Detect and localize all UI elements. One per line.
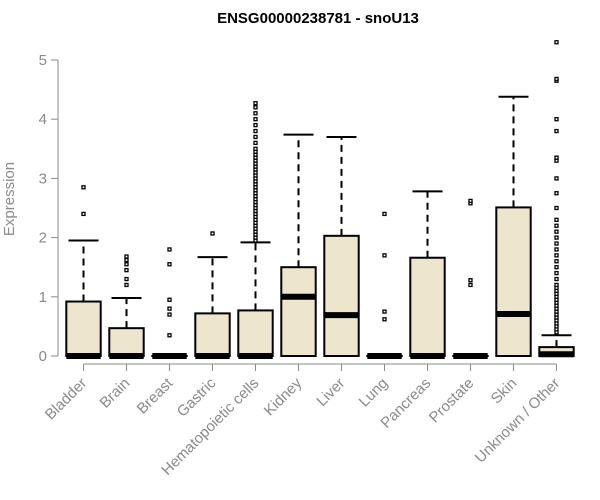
outlier-point bbox=[554, 265, 559, 270]
outlier-point bbox=[554, 235, 559, 240]
outlier-point bbox=[554, 128, 559, 134]
outlier-point bbox=[253, 105, 258, 110]
outlier-point bbox=[554, 191, 559, 196]
box-unknown-other bbox=[538, 40, 575, 358]
outlier-point bbox=[81, 211, 86, 217]
x-tick-label: Bladder bbox=[42, 375, 91, 424]
box-iqr bbox=[194, 312, 231, 358]
y-tick-label: 5 bbox=[39, 52, 47, 69]
outlier-point bbox=[554, 205, 559, 211]
box-iqr bbox=[65, 300, 102, 358]
box-iqr bbox=[495, 206, 532, 357]
box-liver bbox=[323, 135, 360, 358]
outlier-point bbox=[253, 140, 258, 146]
x-tick-label: Lung bbox=[356, 375, 392, 411]
box-iqr bbox=[237, 309, 274, 357]
outlier-point bbox=[124, 254, 129, 259]
outlier-point bbox=[253, 111, 258, 116]
outlier-point bbox=[167, 312, 172, 317]
box-kidney bbox=[280, 133, 317, 358]
outlier-point bbox=[554, 241, 559, 246]
x-tick-label: Prostate bbox=[426, 375, 478, 427]
outlier-point bbox=[124, 257, 129, 263]
y-tick-label: 0 bbox=[39, 348, 47, 365]
outlier-point bbox=[167, 333, 172, 338]
outlier-point bbox=[554, 270, 559, 276]
chart-title: ENSG00000238781 - snoU13 bbox=[217, 10, 419, 27]
box-breast bbox=[151, 247, 188, 359]
outlier-point bbox=[167, 247, 172, 252]
x-tick-label: Breast bbox=[134, 374, 177, 417]
outlier-point bbox=[382, 211, 387, 217]
outlier-point bbox=[554, 176, 559, 181]
outlier-point bbox=[253, 101, 258, 106]
outlier-point bbox=[468, 282, 473, 288]
y-tick-label: 3 bbox=[39, 170, 47, 187]
box-hematopoietic-cells bbox=[237, 101, 274, 359]
outlier-point bbox=[124, 282, 129, 288]
boxes-layer bbox=[65, 40, 575, 359]
outlier-point bbox=[167, 262, 172, 267]
outlier-point bbox=[210, 231, 215, 236]
box-prostate bbox=[452, 198, 489, 359]
outlier-point bbox=[554, 40, 559, 45]
y-tick-label: 2 bbox=[39, 230, 47, 247]
outlier-point bbox=[253, 128, 258, 134]
box-pancreas bbox=[409, 190, 446, 359]
box-lung bbox=[366, 211, 403, 359]
box-iqr bbox=[280, 266, 317, 358]
box-gastric bbox=[194, 231, 231, 359]
x-tick-label: Skin bbox=[488, 375, 521, 408]
x-tick-label: Kidney bbox=[261, 374, 306, 419]
outlier-point bbox=[253, 117, 258, 122]
outlier-point bbox=[253, 134, 258, 140]
x-tick-label: Liver bbox=[313, 375, 348, 410]
x-tick-label: Brain bbox=[97, 375, 134, 412]
outlier-point bbox=[554, 76, 559, 82]
outlier-point bbox=[124, 268, 129, 273]
box-bladder bbox=[65, 185, 102, 359]
outlier-point bbox=[554, 253, 559, 258]
box-iqr bbox=[323, 234, 360, 358]
outlier-point bbox=[468, 278, 473, 283]
outlier-point bbox=[382, 253, 387, 258]
outlier-point bbox=[554, 217, 559, 222]
outlier-point bbox=[253, 146, 258, 151]
y-axis: 0 1 2 3 4 5 bbox=[39, 52, 59, 365]
box-iqr bbox=[409, 256, 446, 357]
outlier-point bbox=[554, 282, 559, 288]
outlier-point bbox=[124, 262, 129, 267]
outlier-point bbox=[554, 247, 559, 252]
y-tick-label: 1 bbox=[39, 289, 47, 306]
outlier-point bbox=[554, 259, 559, 264]
outlier-point bbox=[468, 198, 473, 204]
outlier-point bbox=[554, 117, 559, 122]
outlier-point bbox=[167, 297, 172, 302]
outlier-point bbox=[554, 155, 559, 160]
box-skin bbox=[495, 95, 532, 357]
outlier-point bbox=[382, 309, 387, 314]
box-iqr bbox=[108, 327, 145, 357]
box-brain bbox=[108, 254, 145, 359]
outlier-point bbox=[554, 223, 559, 228]
y-tick-label: 4 bbox=[39, 111, 47, 128]
outlier-point bbox=[81, 185, 86, 190]
outlier-point bbox=[253, 122, 258, 128]
y-axis-label: Expression bbox=[1, 162, 18, 236]
outlier-point bbox=[554, 276, 559, 282]
outlier-point bbox=[382, 317, 387, 322]
outlier-point bbox=[124, 276, 129, 282]
outlier-point bbox=[554, 229, 559, 234]
outlier-point bbox=[167, 306, 172, 311]
